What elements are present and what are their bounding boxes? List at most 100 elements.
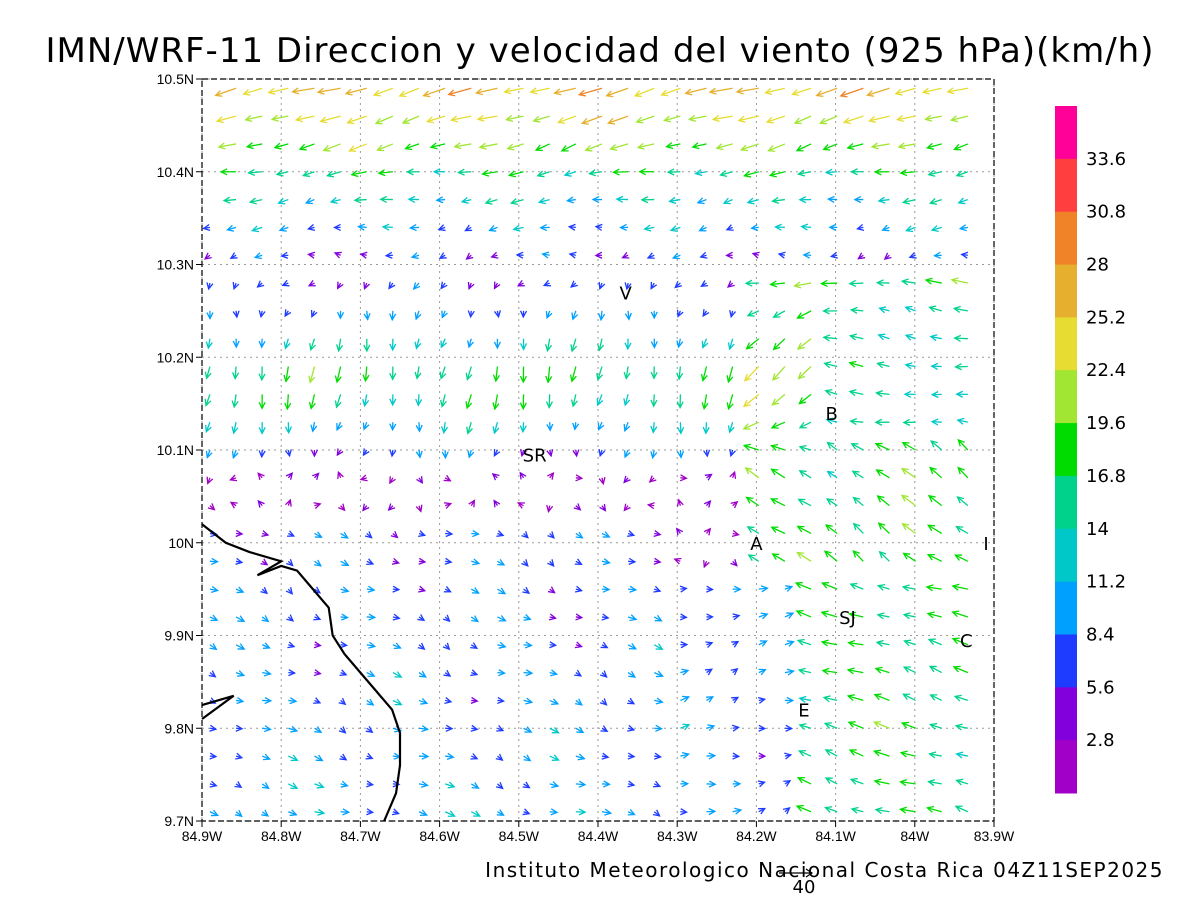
wind-vector bbox=[474, 87, 498, 96]
wind-vector-head bbox=[493, 499, 501, 508]
wind-vector bbox=[206, 282, 214, 291]
wind-vector-shaft bbox=[822, 582, 838, 590]
wind-vector bbox=[235, 697, 245, 705]
wind-vector-shaft bbox=[797, 525, 812, 535]
wind-vector-shaft bbox=[824, 722, 838, 729]
wind-vector bbox=[503, 87, 524, 95]
wind-vector-head bbox=[793, 281, 802, 289]
wind-vector-shaft bbox=[758, 613, 768, 618]
wind-vector bbox=[234, 809, 243, 818]
wind-vector bbox=[547, 586, 556, 594]
wind-vector-head bbox=[881, 224, 890, 232]
wind-vector bbox=[953, 694, 969, 702]
wind-vector-shaft bbox=[847, 143, 864, 149]
wind-vector-head bbox=[420, 780, 429, 788]
wind-vector-head bbox=[853, 195, 862, 204]
wind-vector-head bbox=[418, 585, 427, 593]
wind-vector bbox=[231, 366, 240, 381]
wind-vector-head bbox=[874, 418, 883, 426]
wind-vector-head bbox=[795, 804, 804, 812]
wind-vector-shaft bbox=[825, 390, 838, 395]
wind-vector-shaft bbox=[871, 143, 890, 148]
wind-vector-shaft bbox=[533, 115, 550, 122]
wind-vector-shaft bbox=[850, 420, 864, 423]
wind-vector bbox=[877, 522, 890, 534]
wind-vector-head bbox=[927, 524, 936, 532]
wind-vector bbox=[825, 417, 838, 425]
wind-vector-shaft bbox=[522, 422, 525, 432]
wind-vector-head bbox=[824, 806, 833, 813]
wind-vector bbox=[283, 338, 291, 350]
wind-vector-head bbox=[759, 640, 768, 647]
wind-vector-head bbox=[734, 807, 743, 815]
wind-vector-head bbox=[866, 90, 875, 97]
wind-vector-head bbox=[341, 586, 350, 594]
wind-vector-head bbox=[339, 753, 348, 761]
wind-vector-shaft bbox=[902, 523, 916, 534]
wind-vector bbox=[687, 114, 707, 122]
wind-vector-head bbox=[904, 333, 913, 341]
wind-vector-shaft bbox=[589, 171, 603, 175]
wind-vector-head bbox=[600, 725, 609, 732]
wind-vector-shaft bbox=[875, 809, 890, 813]
wind-vector-shaft bbox=[373, 87, 394, 96]
wind-vector bbox=[735, 87, 759, 95]
wind-vector-shaft bbox=[354, 198, 367, 201]
wind-vector-head bbox=[310, 449, 319, 458]
wind-vector-shaft bbox=[323, 143, 341, 152]
wind-vector-shaft bbox=[582, 115, 603, 124]
wind-vector-head bbox=[519, 343, 528, 351]
wind-vector-shaft bbox=[513, 226, 524, 230]
wind-vector-head bbox=[471, 615, 480, 623]
wind-vector-shaft bbox=[470, 811, 481, 817]
place-label: E bbox=[798, 701, 809, 722]
wind-vector-head bbox=[856, 223, 865, 231]
wind-vector-shaft bbox=[797, 310, 812, 319]
wind-vector bbox=[826, 195, 838, 203]
wind-vector-head bbox=[283, 341, 291, 350]
wind-vector-head bbox=[365, 725, 374, 733]
wind-vector-head bbox=[902, 693, 911, 701]
wind-vector-head bbox=[623, 475, 631, 484]
wind-vector-shaft bbox=[440, 366, 446, 379]
wind-vector-head bbox=[207, 503, 216, 511]
wind-vector bbox=[653, 643, 664, 651]
wind-vector-shaft bbox=[601, 811, 611, 814]
wind-vector-head bbox=[310, 309, 318, 319]
wind-vector bbox=[715, 143, 733, 151]
wind-vector-head bbox=[447, 781, 456, 789]
wind-vector-shaft bbox=[549, 755, 559, 761]
wind-vector bbox=[881, 224, 890, 232]
wind-vector-head bbox=[875, 469, 884, 477]
wind-vector-shaft bbox=[661, 87, 681, 96]
wind-vector-head bbox=[877, 333, 886, 341]
wind-vector-head bbox=[261, 530, 270, 538]
wind-vector bbox=[796, 551, 812, 562]
wind-vector-head bbox=[929, 334, 938, 342]
wind-vector bbox=[235, 643, 246, 650]
wind-vector-shaft bbox=[509, 171, 524, 176]
wind-vector bbox=[465, 252, 474, 260]
wind-vector bbox=[784, 640, 795, 647]
wind-vector-head bbox=[897, 142, 906, 150]
wind-vector-head bbox=[392, 613, 401, 621]
wind-vector bbox=[244, 115, 263, 123]
wind-vector-head bbox=[497, 696, 506, 705]
wind-vector-head bbox=[601, 752, 610, 760]
wind-vector-head bbox=[772, 342, 781, 351]
wind-vector bbox=[599, 670, 608, 678]
wind-vector-shaft bbox=[679, 422, 682, 434]
wind-vector bbox=[727, 338, 735, 351]
wind-vector-head bbox=[567, 223, 576, 231]
wind-vector bbox=[516, 502, 525, 509]
wind-vector-shaft bbox=[847, 669, 864, 674]
wind-vector-head bbox=[598, 476, 606, 486]
wind-vector-shaft bbox=[680, 724, 690, 729]
wind-vector bbox=[955, 170, 969, 178]
wind-vector bbox=[251, 225, 263, 233]
wind-vector-shaft bbox=[843, 115, 864, 123]
wind-vector bbox=[703, 527, 712, 536]
wind-vector-shaft bbox=[744, 366, 760, 382]
wind-vector-shaft bbox=[822, 641, 838, 646]
